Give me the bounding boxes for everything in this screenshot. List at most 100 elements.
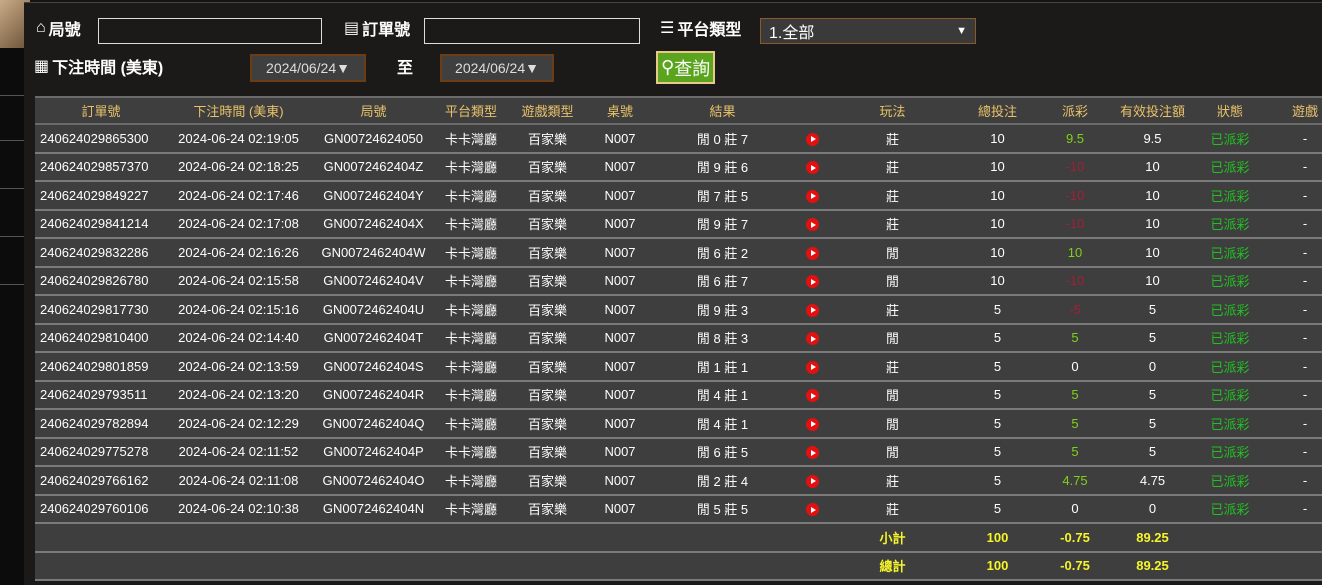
play-video-icon[interactable]	[806, 360, 819, 374]
round-label: ⌂ 局號	[36, 19, 81, 39]
cell: 已派彩	[1195, 124, 1265, 154]
cell: 已派彩	[1195, 409, 1265, 439]
table-row: 240624029832286 2024-06-24 02:16:26 GN0072…	[35, 238, 1322, 268]
cell: 閒 5 莊 5	[650, 494, 795, 524]
cell: 2024-06-24 02:13:20	[167, 380, 310, 410]
play-video-icon[interactable]	[806, 446, 819, 460]
cell: 240624029793511	[35, 380, 167, 410]
column-header: 結果	[650, 96, 795, 125]
cell: 百家樂	[505, 181, 590, 211]
play-video-icon[interactable]	[806, 503, 819, 517]
cell	[437, 523, 505, 553]
caret-down-icon: ▼	[956, 25, 967, 37]
play-video-icon[interactable]	[806, 132, 819, 146]
result-video-cell	[795, 466, 830, 496]
total-payout: -0.75	[1040, 551, 1110, 581]
cell: 2024-06-24 02:19:05	[167, 124, 310, 154]
cell: N007	[590, 238, 650, 268]
cell: 2024-06-24 02:17:08	[167, 209, 310, 239]
cell: 已派彩	[1195, 266, 1265, 296]
cell: 已派彩	[1195, 181, 1265, 211]
play-video-icon[interactable]	[806, 303, 819, 317]
cell: 莊	[830, 466, 955, 496]
result-video-cell	[795, 181, 830, 211]
cell: 卡卡灣廳	[437, 295, 505, 325]
cell: 0	[1110, 494, 1195, 524]
cell: 5	[955, 380, 1040, 410]
result-video-cell	[795, 152, 830, 182]
cell: 2024-06-24 02:15:16	[167, 295, 310, 325]
date-to-select[interactable]: 2024/06/24▼	[440, 54, 554, 82]
cell: 已派彩	[1195, 494, 1265, 524]
play-video-icon[interactable]	[806, 332, 819, 346]
cell: 5	[1040, 323, 1110, 353]
calendar-icon: ▦	[34, 58, 50, 75]
bet-records-table: 訂單號 下注時間 (美東) 局號 平台類型 遊戲類型 桌號 結果 玩法 總投注 派彩 有效投注額 狀態…	[35, 96, 1322, 581]
column-header	[795, 96, 830, 125]
cell: N007	[590, 295, 650, 325]
cell: N007	[590, 409, 650, 439]
cell: 2024-06-24 02:10:38	[167, 494, 310, 524]
search-icon: ⚲	[661, 57, 675, 77]
cell: 百家樂	[505, 124, 590, 154]
cell: GN00724624050	[310, 124, 437, 154]
cell: 閒 0 莊 7	[650, 124, 795, 154]
play-video-icon[interactable]	[806, 189, 819, 203]
cell: N007	[590, 181, 650, 211]
cell: 已派彩	[1195, 209, 1265, 239]
cell: 莊	[830, 181, 955, 211]
play-video-icon[interactable]	[806, 218, 819, 232]
result-video-cell	[795, 409, 830, 439]
search-button[interactable]: ⚲ 查詢	[656, 51, 716, 84]
cell: 莊	[830, 494, 955, 524]
result-video-cell	[795, 295, 830, 325]
play-video-icon[interactable]	[806, 474, 819, 488]
cell: 百家樂	[505, 238, 590, 268]
cell: 閒	[830, 409, 955, 439]
table-row: 240624029782894 2024-06-24 02:12:29 GN0072…	[35, 409, 1322, 439]
cell: 10	[1110, 181, 1195, 211]
cell: 240624029841214	[35, 209, 167, 239]
cell: 莊	[830, 295, 955, 325]
cell: 已派彩	[1195, 380, 1265, 410]
cell: -	[1265, 380, 1322, 410]
subtotal-valid: 89.25	[1110, 523, 1195, 553]
round-input[interactable]	[98, 18, 322, 44]
play-video-icon[interactable]	[806, 417, 819, 431]
cell: 5	[1040, 380, 1110, 410]
cell: GN0072462404X	[310, 209, 437, 239]
cell: N007	[590, 152, 650, 182]
to-label: 至	[397, 60, 414, 77]
cell: -10	[1040, 209, 1110, 239]
cell: 閒 4 莊 1	[650, 380, 795, 410]
play-video-icon[interactable]	[806, 275, 819, 289]
cell: -	[1265, 124, 1322, 154]
cell	[650, 523, 795, 553]
cell: -	[1265, 238, 1322, 268]
cell: GN0072462404T	[310, 323, 437, 353]
platform-select[interactable]: 1.全部 ▼	[760, 18, 976, 44]
cell	[35, 523, 167, 553]
cell: 10	[955, 181, 1040, 211]
cell: 5	[955, 352, 1040, 382]
cell: 5	[955, 295, 1040, 325]
cell: -	[1265, 494, 1322, 524]
play-video-icon[interactable]	[806, 389, 819, 403]
cell: -	[1265, 352, 1322, 382]
cell: 5	[955, 466, 1040, 496]
cell: 10	[955, 124, 1040, 154]
date-from-select[interactable]: 2024/06/24▼	[250, 54, 366, 82]
table-row: 240624029766162 2024-06-24 02:11:08 GN0072…	[35, 466, 1322, 496]
play-video-icon[interactable]	[806, 161, 819, 175]
cell: -10	[1040, 181, 1110, 211]
result-video-cell	[795, 437, 830, 467]
play-video-icon[interactable]	[806, 246, 819, 260]
cell: 莊	[830, 124, 955, 154]
total-valid: 89.25	[1110, 551, 1195, 581]
order-label: ▤ 訂單號	[344, 20, 411, 39]
order-input[interactable]	[424, 18, 640, 44]
result-video-cell	[795, 380, 830, 410]
cell	[1265, 551, 1322, 581]
result-video-cell	[795, 352, 830, 382]
cell: 5	[1110, 295, 1195, 325]
